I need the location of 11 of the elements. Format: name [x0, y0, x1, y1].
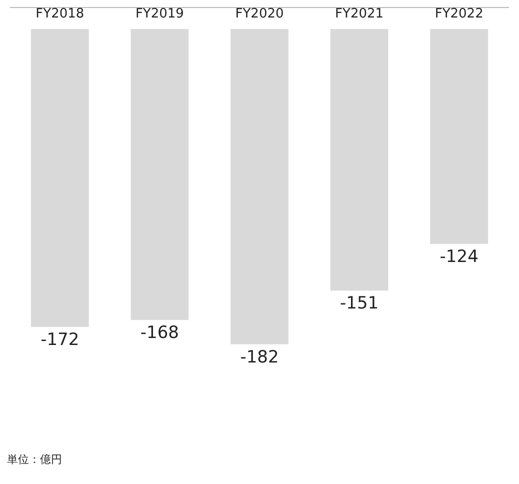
x-tick-label: FY2019	[135, 6, 184, 22]
x-tick-label: FY2020	[235, 6, 284, 22]
data-label: -172	[40, 330, 80, 350]
data-label: -151	[340, 294, 379, 314]
x-tick-label: FY2022	[434, 6, 484, 22]
data-label: -182	[240, 347, 279, 368]
x-tick-label: FY2018	[36, 6, 84, 22]
x-tick-label: FY2021	[335, 6, 384, 22]
text: 単位：億円	[7, 453, 62, 466]
data-label: -124	[440, 246, 478, 267]
data-label: -168	[140, 323, 179, 344]
